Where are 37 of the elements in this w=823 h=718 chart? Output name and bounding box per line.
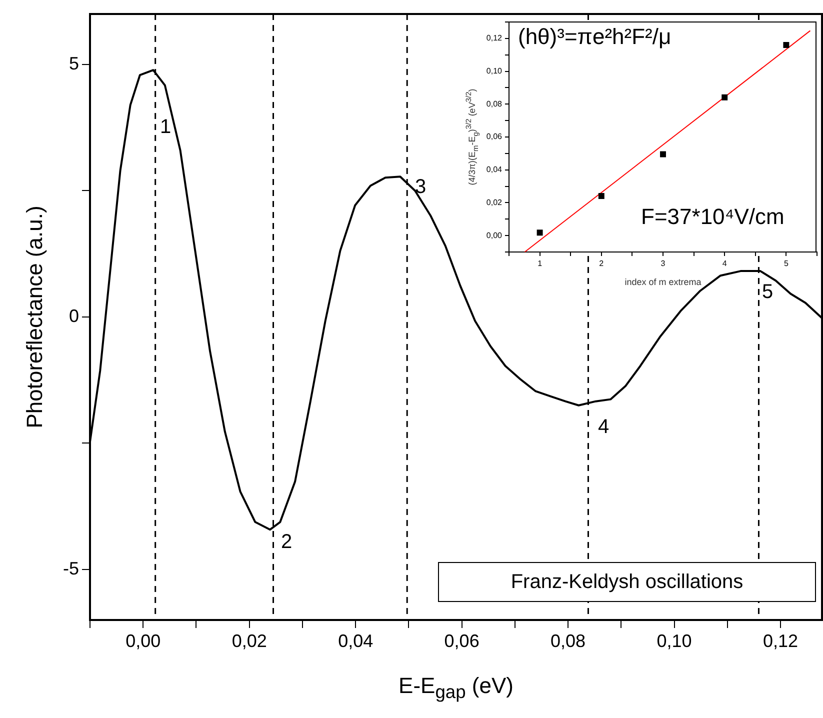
point	[783, 42, 790, 48]
x-tick-label: 0,02	[232, 630, 267, 651]
y-tick-label: 0,00	[486, 230, 503, 240]
point	[598, 193, 604, 199]
y-tick-label: 0	[68, 306, 79, 326]
x-tick-label: 0,12	[762, 630, 798, 651]
point	[660, 151, 666, 158]
y-tick-label: 0,08	[486, 99, 503, 108]
x-tick-label: 0,10	[656, 630, 692, 651]
x-tick-label: 0,04	[338, 630, 374, 651]
annotation: 2	[281, 531, 292, 554]
x-tick-label: 5	[784, 259, 789, 268]
x-tick-label: 0,06	[444, 630, 480, 651]
y-tick-label: 0,10	[486, 66, 503, 76]
y-tick-label: 0,12	[486, 34, 503, 43]
x-tick-label: 0,00	[126, 630, 161, 651]
x-tick-label: 0,08	[550, 630, 586, 651]
y-tick-label: -5	[62, 558, 79, 578]
annotation: 5	[762, 281, 774, 304]
x-axis-title: index of m extrema	[624, 277, 702, 287]
x-axis-title: E-E$_{gap}$ (eV)	[398, 672, 514, 704]
y-tick-label: 5	[68, 53, 79, 74]
point	[536, 230, 543, 236]
annotation: 1	[160, 116, 172, 139]
x-tick-label: 2	[599, 259, 604, 268]
annotation: 3	[415, 176, 426, 199]
annotation: (hθ)³=πe²h²F²/μ	[518, 24, 672, 50]
annotation: F=37*10⁴V/cm	[641, 204, 784, 230]
x-tick-label: 1	[538, 259, 543, 268]
point	[722, 94, 728, 100]
x-tick-label: 3	[660, 259, 666, 268]
annotation: 4	[598, 416, 610, 439]
y-tick-label: 0,02	[486, 198, 503, 207]
x-tick-label: 4	[722, 259, 728, 268]
y-tick-label: 0,06	[486, 132, 503, 142]
y-axis-title: Photoreflectance (a.u.)	[22, 206, 48, 428]
y-tick-label: 0,04	[486, 165, 503, 174]
